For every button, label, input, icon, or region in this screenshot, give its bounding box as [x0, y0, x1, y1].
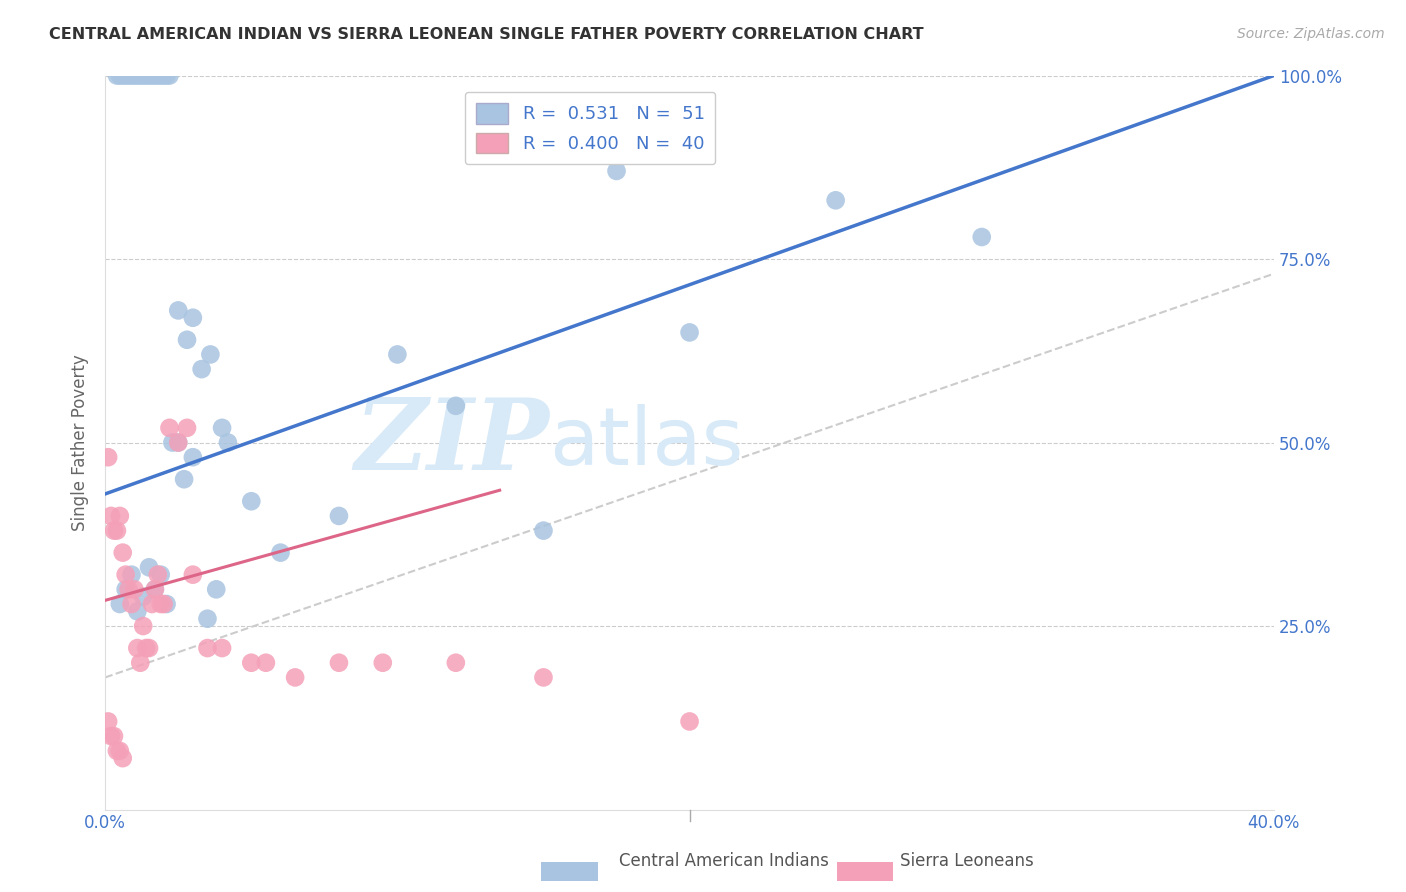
Point [173, 472, 195, 486]
Point [135, 641, 157, 656]
Point [152, 69, 174, 83]
Point [132, 590, 155, 604]
Point [135, 69, 157, 83]
Text: CENTRAL AMERICAN INDIAN VS SIERRA LEONEAN SINGLE FATHER POVERTY CORRELATION CHAR: CENTRAL AMERICAN INDIAN VS SIERRA LEONEA… [49, 27, 924, 42]
Point [240, 494, 263, 508]
Point [824, 194, 846, 208]
Point [176, 421, 198, 435]
Point [181, 450, 204, 465]
Point [111, 69, 134, 83]
Point [111, 546, 134, 560]
Point [152, 597, 174, 611]
Point [138, 69, 160, 83]
Point [149, 567, 172, 582]
Point [328, 508, 350, 523]
Point [146, 69, 169, 83]
Text: atlas: atlas [550, 403, 744, 482]
Point [155, 69, 177, 83]
Point [444, 656, 467, 670]
Point [114, 582, 136, 597]
Point [143, 69, 166, 83]
Point [387, 347, 409, 361]
Point [108, 69, 131, 83]
Point [124, 582, 146, 597]
Point [127, 641, 149, 656]
Point [146, 567, 169, 582]
Point [121, 567, 143, 582]
Point [533, 524, 555, 538]
Point [167, 303, 190, 318]
Point [129, 656, 152, 670]
Point [190, 362, 212, 376]
Point [371, 656, 394, 670]
Point [205, 582, 228, 597]
Text: ZIP: ZIP [354, 394, 550, 491]
Point [103, 524, 125, 538]
Point [132, 69, 155, 83]
Point [108, 597, 131, 611]
Point [105, 524, 128, 538]
Point [117, 582, 139, 597]
Point [138, 560, 160, 574]
Point [114, 69, 136, 83]
Point [328, 656, 350, 670]
Point [141, 597, 163, 611]
Text: Sierra Leoneans: Sierra Leoneans [900, 852, 1033, 870]
Point [105, 69, 128, 83]
Point [970, 230, 993, 244]
Point [100, 508, 122, 523]
Point [105, 744, 128, 758]
Point [240, 656, 263, 670]
Point [197, 641, 219, 656]
Point [117, 69, 139, 83]
Point [155, 597, 177, 611]
Point [129, 69, 152, 83]
Point [149, 597, 172, 611]
Point [211, 421, 233, 435]
Text: Central American Indians: Central American Indians [619, 852, 828, 870]
Point [181, 310, 204, 325]
Point [132, 619, 155, 633]
Point [138, 641, 160, 656]
Point [159, 69, 181, 83]
Point [444, 399, 467, 413]
Point [108, 744, 131, 758]
Point [121, 69, 143, 83]
Point [114, 567, 136, 582]
Point [254, 656, 277, 670]
Point [167, 435, 190, 450]
Point [100, 729, 122, 743]
Point [97, 450, 120, 465]
Point [127, 604, 149, 618]
Point [197, 612, 219, 626]
Point [111, 751, 134, 765]
Point [149, 69, 172, 83]
Point [124, 69, 146, 83]
Point [108, 508, 131, 523]
Point [678, 714, 700, 729]
Point [200, 347, 222, 361]
Point [143, 582, 166, 597]
Point [103, 729, 125, 743]
Text: Source: ZipAtlas.com: Source: ZipAtlas.com [1237, 27, 1385, 41]
Point [121, 597, 143, 611]
Point [217, 435, 239, 450]
Point [162, 435, 184, 450]
Point [181, 567, 204, 582]
Point [143, 582, 166, 597]
Y-axis label: Single Father Poverty: Single Father Poverty [72, 354, 89, 531]
Point [159, 421, 181, 435]
Point [127, 69, 149, 83]
Point [211, 641, 233, 656]
Point [284, 670, 307, 684]
Point [270, 546, 292, 560]
Point [605, 164, 627, 178]
Point [97, 714, 120, 729]
Point [141, 69, 163, 83]
Point [533, 670, 555, 684]
Point [176, 333, 198, 347]
Legend: R =  0.531   N =  51, R =  0.400   N =  40: R = 0.531 N = 51, R = 0.400 N = 40 [465, 92, 716, 164]
Point [167, 435, 190, 450]
Point [678, 326, 700, 340]
